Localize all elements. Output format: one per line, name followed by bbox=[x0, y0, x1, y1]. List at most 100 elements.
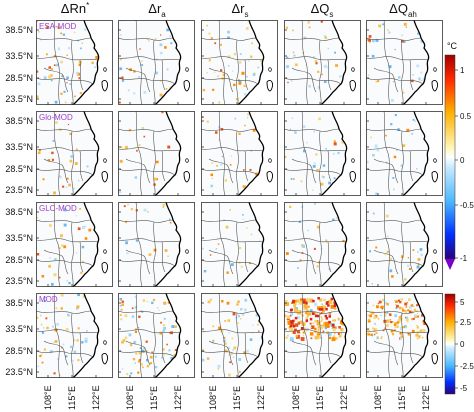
grid-cell bbox=[411, 318, 414, 321]
grid-cell bbox=[286, 65, 289, 69]
grid-cell bbox=[220, 69, 223, 72]
grid-cell bbox=[421, 80, 423, 82]
grid-cell bbox=[408, 310, 412, 314]
province-boundary bbox=[43, 340, 69, 366]
grid-cell bbox=[416, 304, 419, 307]
col-title-4: ΔQah bbox=[389, 1, 417, 19]
map-panel-r0-c4 bbox=[366, 20, 443, 105]
grid-cell bbox=[312, 165, 316, 168]
grid-cell bbox=[82, 260, 84, 263]
grid-cell bbox=[369, 42, 371, 44]
grid-cell bbox=[325, 302, 329, 305]
grid-cell bbox=[231, 337, 234, 340]
grid-cell bbox=[158, 309, 160, 311]
colorbar-top-bar bbox=[444, 54, 456, 260]
grid-cell bbox=[389, 313, 392, 316]
grid-cell bbox=[411, 311, 414, 314]
grid-cell bbox=[209, 254, 212, 256]
lat-tick-label: 33.5°N bbox=[5, 233, 33, 243]
province-boundary bbox=[291, 249, 317, 275]
grid-cell bbox=[121, 76, 124, 79]
grid-cell bbox=[228, 331, 230, 334]
lon-tick-label: 122°E bbox=[91, 385, 101, 410]
taiwan-outline bbox=[101, 261, 108, 274]
grid-cell bbox=[403, 40, 406, 43]
grid-cell bbox=[135, 239, 139, 242]
grid-cell bbox=[332, 319, 334, 322]
grid-cell bbox=[417, 312, 419, 314]
grid-cell bbox=[66, 82, 68, 84]
grid-cell bbox=[135, 352, 138, 355]
grid-cell bbox=[295, 63, 298, 67]
province-boundary bbox=[236, 39, 239, 105]
island-outline bbox=[351, 249, 355, 254]
grid-cell bbox=[404, 278, 407, 281]
grid-cell bbox=[386, 250, 390, 254]
grid-cell bbox=[305, 301, 308, 305]
grid-cell bbox=[372, 304, 375, 307]
grid-cell bbox=[322, 309, 325, 313]
grid-cell bbox=[326, 66, 329, 69]
grid-cell bbox=[332, 336, 335, 339]
grid-cell bbox=[313, 162, 316, 165]
grid-cell bbox=[316, 313, 319, 315]
grid-cell bbox=[138, 76, 141, 78]
grid-cell bbox=[405, 306, 408, 308]
coastline bbox=[154, 111, 182, 196]
lat-tick-label: 23.5°N bbox=[5, 276, 33, 286]
grid-cell bbox=[368, 318, 371, 321]
grid-cell bbox=[302, 331, 305, 334]
grid-cell bbox=[292, 29, 294, 32]
grid-cell bbox=[319, 325, 323, 330]
grid-cell bbox=[295, 335, 298, 338]
grid-cell bbox=[299, 259, 302, 262]
lat-tick-label: 38.5°N bbox=[5, 298, 33, 308]
grid-cell bbox=[328, 313, 331, 316]
grid-cell bbox=[405, 316, 407, 319]
province-boundary bbox=[201, 168, 259, 176]
grid-cell bbox=[416, 315, 419, 318]
grid-cell bbox=[399, 301, 402, 304]
lon-tick-label: 108°E bbox=[125, 385, 135, 410]
coastline bbox=[320, 20, 348, 105]
grid-cell bbox=[252, 73, 256, 76]
grid-cell bbox=[55, 307, 58, 310]
panel-frame bbox=[118, 202, 195, 287]
sea bbox=[238, 202, 278, 287]
grid-cell bbox=[154, 355, 157, 358]
grid-cell bbox=[294, 316, 298, 320]
province-boundary bbox=[366, 56, 429, 61]
coastline bbox=[320, 202, 348, 287]
grid-cell bbox=[120, 34, 122, 36]
grid-cell bbox=[318, 330, 320, 332]
grid-cell bbox=[139, 48, 141, 50]
grid-cell bbox=[170, 42, 173, 45]
lon-tick-label: 108°E bbox=[208, 385, 218, 410]
grid-cell bbox=[167, 145, 171, 149]
province-boundary bbox=[36, 168, 94, 176]
grid-cell bbox=[36, 20, 38, 23]
grid-cell bbox=[394, 299, 396, 302]
grid-cell bbox=[60, 92, 63, 95]
panel-frame bbox=[201, 202, 278, 287]
grid-cell bbox=[81, 226, 85, 229]
grid-cell bbox=[80, 47, 82, 50]
grid-cell bbox=[332, 328, 336, 332]
grid-cell bbox=[314, 327, 317, 331]
grid-cell bbox=[53, 273, 57, 277]
grid-cell bbox=[142, 351, 145, 353]
grid-cell bbox=[220, 163, 223, 166]
coastline bbox=[237, 202, 265, 287]
grid-cell bbox=[52, 140, 55, 142]
grid-cell bbox=[371, 335, 374, 337]
colorbar-unit: °C bbox=[447, 41, 458, 51]
province-boundary bbox=[284, 77, 342, 85]
grid-cell bbox=[201, 116, 204, 118]
grid-cell bbox=[251, 42, 253, 45]
grid-cell bbox=[84, 340, 88, 343]
grid-cell bbox=[389, 257, 392, 260]
grid-cell bbox=[54, 100, 58, 104]
province-boundary bbox=[301, 20, 309, 105]
grid-cell bbox=[323, 298, 326, 302]
grid-cell bbox=[51, 158, 54, 161]
